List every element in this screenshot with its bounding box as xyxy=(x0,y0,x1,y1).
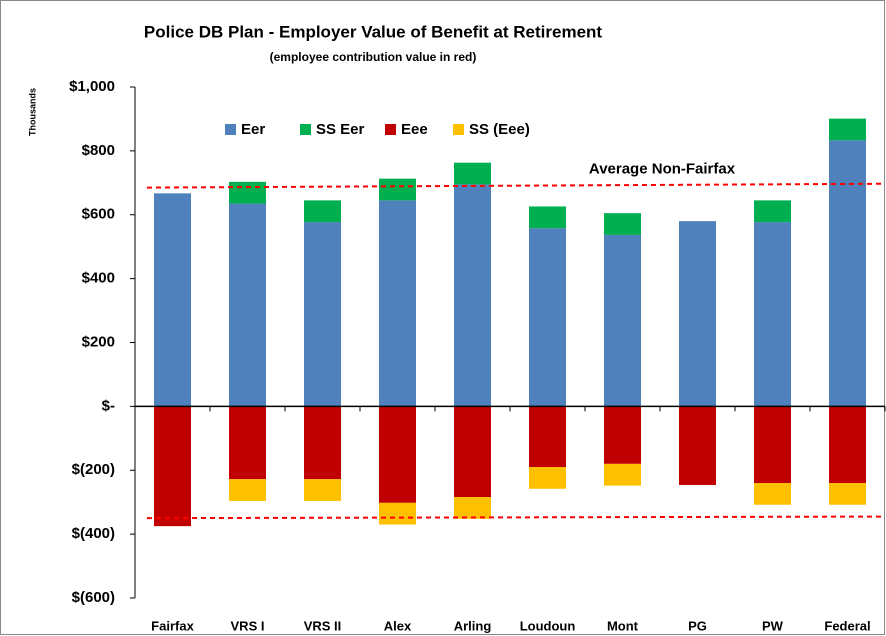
y-tick-label: $200 xyxy=(82,333,115,350)
bar-segment xyxy=(454,497,491,519)
bar-segment xyxy=(379,200,416,407)
bar-segment xyxy=(754,222,791,407)
bar-segment xyxy=(679,221,716,407)
bar-segment xyxy=(829,406,866,484)
bar-segment xyxy=(229,203,266,407)
y-tick-label: $(200) xyxy=(72,461,115,478)
bar-segment xyxy=(679,406,716,485)
bar-segment xyxy=(529,467,566,489)
x-tick-label: Federal xyxy=(824,618,870,633)
bar-segment xyxy=(529,228,566,407)
bar-segment xyxy=(604,234,641,407)
y-axis-label: Thousands xyxy=(27,88,37,136)
x-tick-label: VRS I xyxy=(231,618,265,633)
bar-segment xyxy=(829,483,866,505)
y-tick-label: $800 xyxy=(82,142,115,159)
x-tick-label: Mont xyxy=(607,618,639,633)
reference-label: Average Non-Fairfax xyxy=(589,161,736,178)
y-tick-label: $600 xyxy=(82,206,115,223)
legend-swatch xyxy=(385,124,396,135)
bar-segment xyxy=(754,406,791,484)
x-tick-label: Arling xyxy=(454,618,492,633)
bar-segment xyxy=(229,406,266,480)
y-tick-label: $(600) xyxy=(72,589,115,606)
bar-segment xyxy=(604,213,641,235)
bar-segment xyxy=(304,200,341,223)
legend-label: SS (Eee) xyxy=(469,121,530,138)
reference-line xyxy=(146,515,884,520)
legend-label: SS Eer xyxy=(316,121,365,138)
x-tick-label: Fairfax xyxy=(151,618,194,633)
reference-line xyxy=(146,182,884,189)
y-tick-label: $1,000 xyxy=(69,78,115,95)
bar-segment xyxy=(829,118,866,141)
bar-segment xyxy=(454,406,491,498)
bar-segment xyxy=(379,502,416,525)
legend-swatch xyxy=(453,124,464,135)
bar-segment xyxy=(604,463,641,486)
x-tick-label: PW xyxy=(762,618,784,633)
bar-segment xyxy=(454,162,491,185)
bar-segment xyxy=(754,200,791,223)
legend-swatch xyxy=(225,124,236,135)
chart-subtitle: (employee contribution value in red) xyxy=(270,50,477,64)
legend-label: Eee xyxy=(401,121,428,138)
legend-label: Eer xyxy=(241,121,265,138)
bar-segment xyxy=(154,193,191,407)
x-tick-label: Loudoun xyxy=(520,618,576,633)
legend-swatch xyxy=(300,124,311,135)
bar-segment xyxy=(154,406,191,527)
x-tick-label: VRS II xyxy=(304,618,342,633)
bar-segment xyxy=(229,181,266,204)
bar-segment xyxy=(379,406,416,503)
bar-segment xyxy=(304,406,341,480)
x-tick-label: Alex xyxy=(384,618,412,633)
bar-segment xyxy=(379,178,416,201)
bar-segment xyxy=(529,406,566,468)
bar-segment xyxy=(829,140,866,407)
x-tick-label: PG xyxy=(688,618,707,633)
bar-segment xyxy=(304,222,341,407)
y-tick-label: $400 xyxy=(82,270,115,287)
bar-segment xyxy=(454,184,491,407)
bar-segment xyxy=(229,479,266,501)
y-tick-label: $- xyxy=(102,397,115,414)
bar-segment xyxy=(604,406,641,464)
y-tick-label: $(400) xyxy=(72,525,115,542)
chart-title: Police DB Plan - Employer Value of Benef… xyxy=(144,22,603,41)
bar-segment xyxy=(754,483,791,505)
bar-segment xyxy=(304,479,341,501)
bar-segment xyxy=(529,206,566,229)
